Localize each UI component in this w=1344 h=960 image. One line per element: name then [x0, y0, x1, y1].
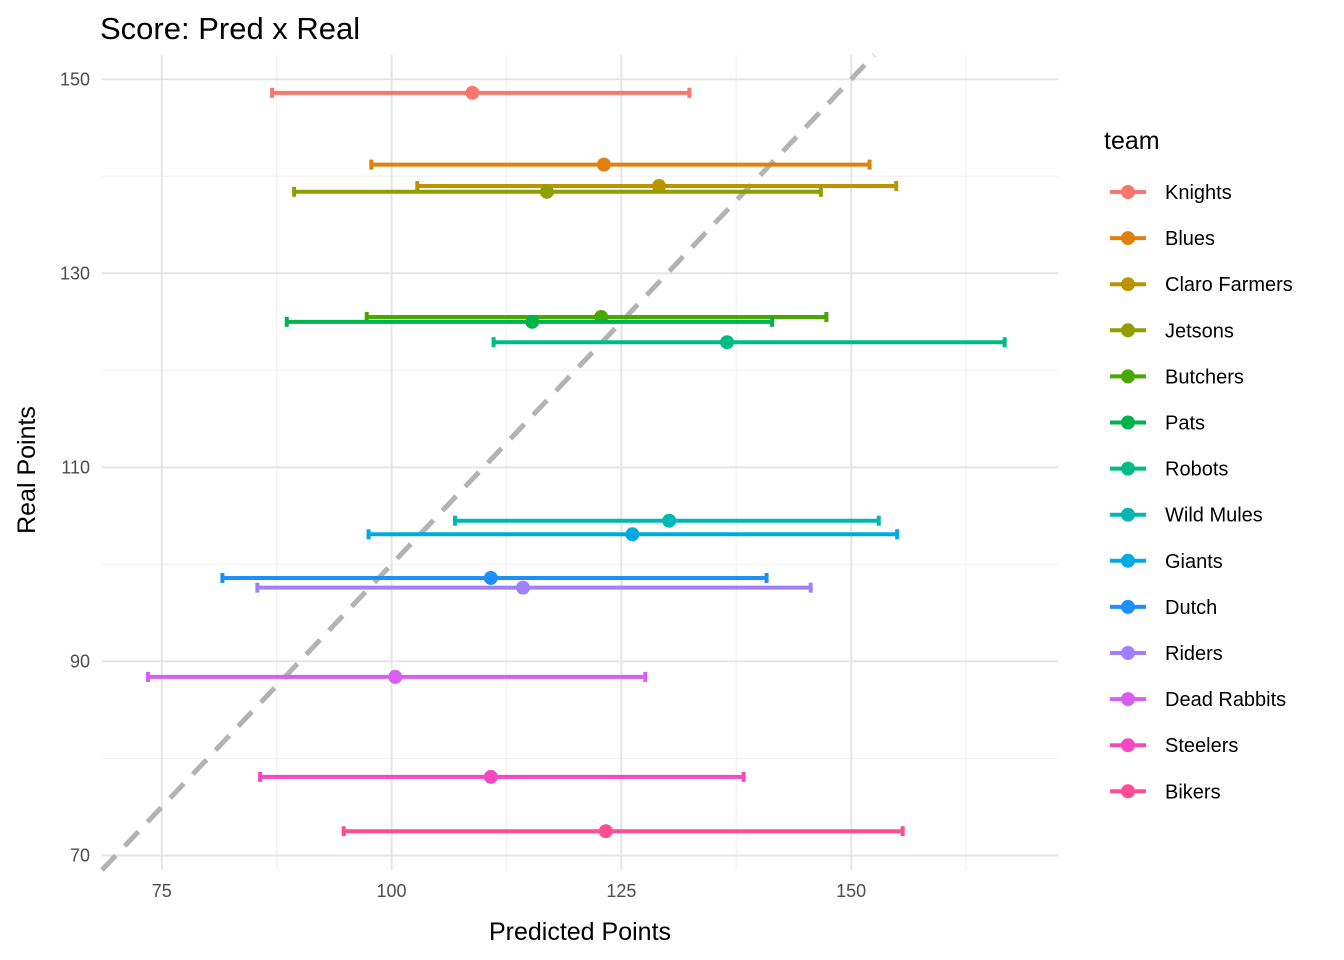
y-tick-label: 90: [70, 651, 90, 671]
series-jetsons: [292, 184, 823, 199]
data-point: [539, 184, 554, 199]
x-axis-title: Predicted Points: [489, 918, 671, 946]
data-point: [388, 669, 403, 684]
legend: team Knights Blues Claro Farmers Jetsons But…: [1104, 127, 1293, 803]
reference-line-layer: [100, 53, 876, 872]
series-blues: [369, 157, 872, 172]
legend-key-point: [1121, 507, 1135, 522]
legend-key-point: [1121, 553, 1135, 568]
legend-item: Pats: [1110, 413, 1205, 435]
y-axis-ticks: 70 90 110 130 150: [60, 69, 90, 865]
series-knights: [270, 85, 692, 100]
legend-key-point: [1121, 599, 1135, 614]
data-point: [516, 580, 531, 595]
legend-label: Claro Farmers: [1165, 274, 1293, 296]
grid: [102, 55, 1058, 870]
legend-item: Blues: [1110, 228, 1215, 250]
data-point: [720, 335, 735, 350]
x-tick-label: 125: [606, 881, 636, 901]
legend-item: Wild Mules: [1110, 505, 1263, 527]
legend-key-point: [1121, 646, 1135, 660]
data-point: [483, 769, 498, 784]
legend-item: Giants: [1110, 551, 1223, 573]
data-point: [596, 157, 611, 172]
y-tick-label: 70: [70, 845, 90, 865]
legend-key-point: [1121, 185, 1135, 199]
legend-label: Steelers: [1165, 735, 1238, 757]
legend-key-point: [1121, 784, 1135, 799]
legend-key-point: [1121, 277, 1135, 292]
series-steelers: [258, 769, 746, 784]
legend-title: team: [1104, 127, 1160, 155]
legend-item: Riders: [1110, 643, 1223, 665]
y-tick-label: 110: [61, 457, 90, 477]
series-dead-rabbits: [145, 669, 648, 684]
legend-label: Butchers: [1165, 366, 1244, 388]
legend-label: Blues: [1165, 228, 1215, 250]
series-wild-mules: [452, 513, 881, 528]
data-point: [625, 527, 640, 542]
legend-key-point: [1121, 231, 1135, 246]
y-tick-label: 130: [60, 263, 90, 283]
data-point: [652, 178, 667, 193]
series-robots: [491, 335, 1007, 350]
x-tick-label: 75: [152, 881, 172, 901]
x-axis-ticks: 75 100 125 150: [152, 881, 866, 901]
legend-item: Knights: [1110, 182, 1232, 204]
legend-label: Robots: [1165, 459, 1228, 481]
legend-label: Giants: [1165, 551, 1223, 573]
legend-item: Robots: [1110, 459, 1228, 481]
data-point: [525, 314, 540, 329]
series-bikers: [341, 824, 905, 839]
legend-key-point: [1121, 369, 1135, 384]
legend-item: Dead Rabbits: [1110, 689, 1286, 711]
data-layer: [145, 85, 1007, 839]
legend-label: Knights: [1165, 182, 1232, 204]
chart-title: Score: Pred x Real: [100, 11, 360, 46]
legend-item: Claro Farmers: [1110, 274, 1293, 296]
series-dutch: [220, 570, 769, 585]
legend-label: Riders: [1165, 643, 1223, 665]
legend-key-point: [1121, 461, 1135, 476]
legend-label: Bikers: [1165, 781, 1221, 803]
data-point: [465, 85, 480, 100]
legend-key-point: [1121, 738, 1135, 753]
series-giants: [366, 527, 900, 542]
y-axis-title: Real Points: [13, 406, 41, 534]
legend-label: Dead Rabbits: [1165, 689, 1286, 711]
legend-item: Bikers: [1110, 781, 1221, 803]
legend-label: Wild Mules: [1165, 505, 1263, 527]
x-tick-label: 100: [377, 881, 407, 901]
series-claro-farmers: [415, 178, 899, 193]
legend-item: Butchers: [1110, 366, 1244, 388]
series-riders: [255, 580, 813, 595]
y-tick-label: 150: [60, 69, 90, 89]
legend-item: Dutch: [1110, 597, 1217, 619]
legend-key-point: [1121, 692, 1135, 707]
x-tick-label: 150: [836, 881, 866, 901]
legend-key-point: [1121, 323, 1135, 338]
data-point: [662, 513, 677, 528]
legend-item: Jetsons: [1110, 320, 1234, 342]
data-point: [483, 570, 498, 585]
series-pats: [284, 314, 775, 329]
legend-key-point: [1121, 415, 1135, 430]
legend-label: Jetsons: [1165, 320, 1234, 342]
data-point: [598, 824, 613, 839]
legend-item: Steelers: [1110, 735, 1238, 757]
legend-label: Pats: [1165, 413, 1205, 435]
legend-label: Dutch: [1165, 597, 1217, 619]
reference-line: [100, 53, 876, 872]
